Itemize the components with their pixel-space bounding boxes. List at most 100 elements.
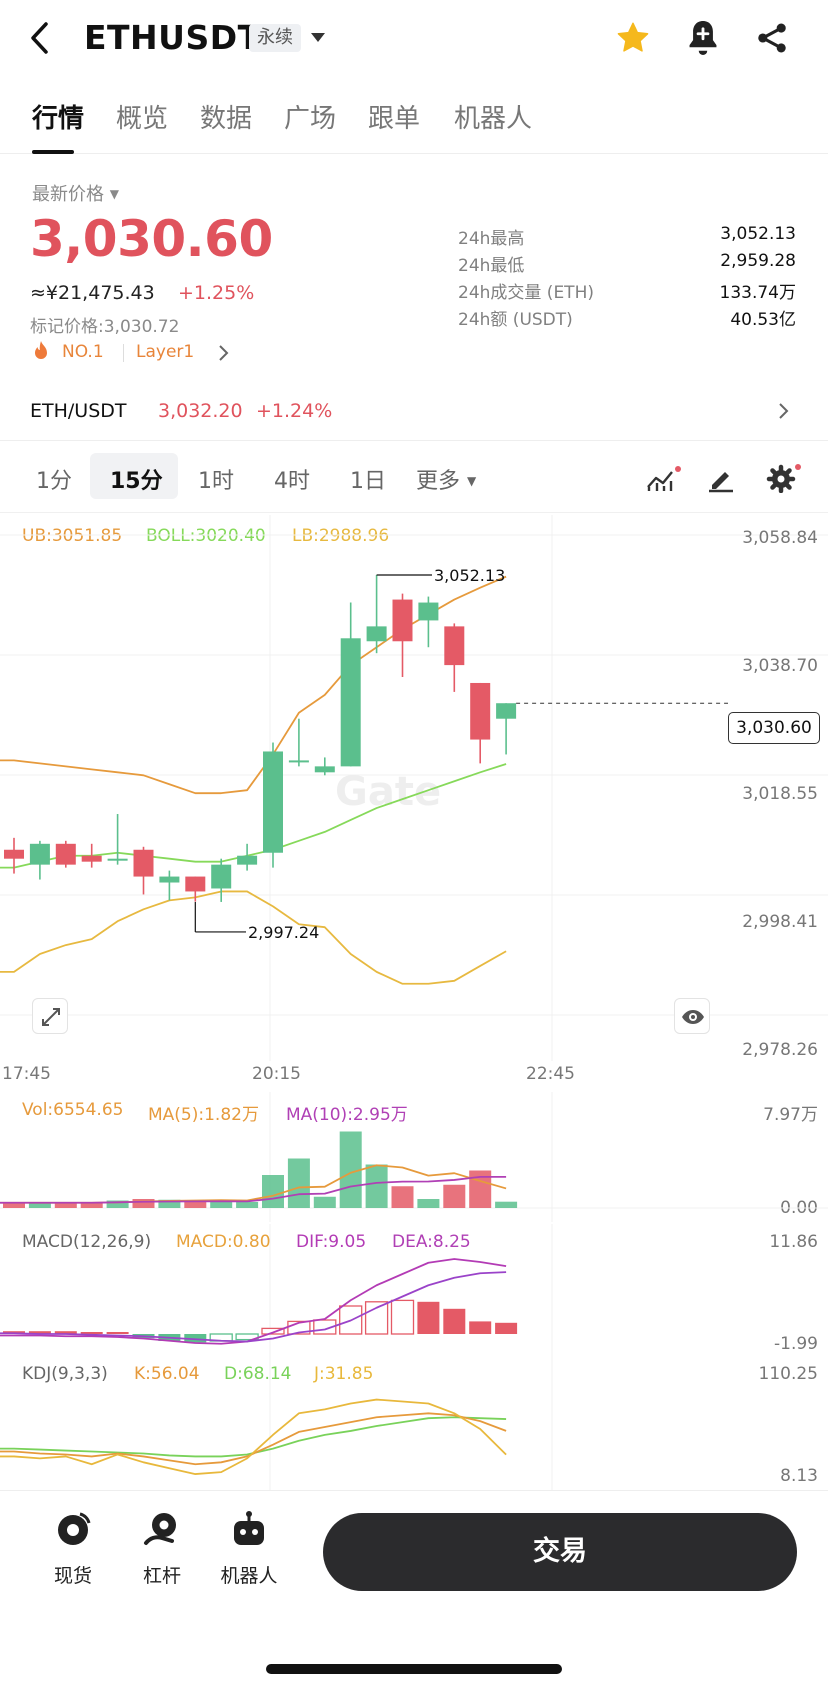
pair-title[interactable]: ETHUSDT xyxy=(84,18,261,57)
candle-body xyxy=(55,843,76,865)
indicator-icon[interactable] xyxy=(645,465,681,493)
candle-body xyxy=(418,602,439,621)
high-marker-label: 3,052.13 xyxy=(434,566,505,585)
interval-1m[interactable]: 1分 xyxy=(36,469,72,494)
candle-body xyxy=(366,626,387,642)
x-tick-3: 22:45 xyxy=(526,1064,575,1084)
candles xyxy=(4,574,517,902)
volume-bar xyxy=(210,1201,233,1208)
bell-plus-icon[interactable] xyxy=(686,18,720,58)
boll-lower-line xyxy=(0,890,507,985)
nav-spot-label: 现货 xyxy=(53,1565,92,1587)
fire-icon xyxy=(35,341,47,359)
interval-4h[interactable]: 4时 xyxy=(274,469,310,494)
tab-bar: 行情 概览 数据 广场 跟单 机器人 xyxy=(0,90,828,154)
tab-market[interactable]: 行情 xyxy=(32,104,85,134)
kdj-j-line xyxy=(0,1398,507,1475)
macd-histogram-bar xyxy=(417,1301,440,1334)
low-marker-label: 2,997.24 xyxy=(248,923,319,942)
interval-1h[interactable]: 1时 xyxy=(198,469,234,494)
settings-icon[interactable] xyxy=(766,463,802,493)
macd-histogram-bar xyxy=(443,1308,466,1334)
draw-icon[interactable] xyxy=(706,465,736,493)
price-change: +1.25% xyxy=(178,282,255,304)
nav-spot[interactable]: 现货 xyxy=(33,1509,113,1588)
vol-ma10-line xyxy=(0,1175,507,1204)
tag-divider xyxy=(123,344,124,362)
stat-turnover-value: 40.53亿 xyxy=(730,310,796,330)
y-tick-4: 2,998.41 xyxy=(742,912,818,932)
chevron-right-icon[interactable] xyxy=(216,344,230,362)
nav-robot[interactable]: 机器人 xyxy=(209,1509,289,1588)
margin-icon xyxy=(144,1513,176,1545)
interval-1d[interactable]: 1日 xyxy=(350,469,386,494)
share-icon[interactable] xyxy=(755,20,789,56)
volume-bar xyxy=(3,1202,25,1208)
y-tick-1: 3,058.84 xyxy=(742,528,818,548)
volume-bar xyxy=(313,1196,336,1208)
macd-chart xyxy=(0,1224,553,1356)
candle-body xyxy=(211,864,232,889)
interval-15m[interactable]: 15分 xyxy=(110,469,163,494)
volume-bar xyxy=(54,1202,77,1208)
macd-histogram-bar xyxy=(28,1331,51,1334)
stat-turnover-label: 24h额 (USDT) xyxy=(458,310,573,330)
rank-tag[interactable]: NO.1 xyxy=(62,342,104,362)
candle-body xyxy=(237,855,258,865)
eye-icon xyxy=(682,1010,704,1024)
chevron-right-icon xyxy=(779,403,789,419)
active-interval-bg xyxy=(90,453,178,499)
macd-histogram-bar xyxy=(364,1301,389,1335)
dropdown-icon[interactable] xyxy=(310,32,326,44)
price-markers: 3,052.13 2,997.24 xyxy=(194,566,728,942)
volume-bar xyxy=(417,1199,440,1208)
sector-tag[interactable]: Layer1 xyxy=(136,342,195,362)
spot-link-row[interactable]: ETH/USDT 3,032.20 +1.24% xyxy=(0,382,828,442)
macd-y-max: 11.86 xyxy=(769,1232,818,1252)
trade-button[interactable]: 交易 xyxy=(323,1513,797,1591)
macd-histogram-bar xyxy=(469,1321,492,1334)
candlestick-chart[interactable]: Gate 3,052.132,997.24 xyxy=(0,515,828,1061)
last-price-tag[interactable]: 3,030.60 xyxy=(728,712,820,744)
interval-more[interactable]: 更多 ▼ xyxy=(416,469,477,494)
volume-bar xyxy=(158,1199,181,1208)
last-price-label[interactable]: 最新价格 ▼ xyxy=(32,184,119,205)
candle-body xyxy=(81,855,102,862)
star-icon[interactable] xyxy=(614,20,652,56)
home-indicator[interactable] xyxy=(266,1664,562,1674)
visibility-button[interactable] xyxy=(674,998,710,1034)
tab-copy-trading[interactable]: 跟单 xyxy=(368,104,421,134)
vol-ma10-legend: MA(10):2.95万 xyxy=(286,1105,408,1125)
kdj-j-legend: J:31.85 xyxy=(314,1364,374,1384)
active-tab-underline xyxy=(32,150,74,154)
volume-bar xyxy=(391,1186,414,1208)
nav-margin-label: 杠杆 xyxy=(142,1565,181,1587)
tab-overview[interactable]: 概览 xyxy=(116,104,169,134)
candle-body xyxy=(4,849,24,859)
volume-bar xyxy=(365,1164,388,1208)
candle-body xyxy=(288,760,309,763)
candle-body xyxy=(29,843,50,865)
nav-robot-label: 机器人 xyxy=(220,1565,278,1587)
vol-ma5-legend: MA(5):1.82万 xyxy=(148,1105,259,1125)
back-icon[interactable] xyxy=(26,20,54,56)
dif-legend: DIF:9.05 xyxy=(296,1232,367,1252)
macd-histogram-bar xyxy=(54,1331,77,1334)
volume-bar xyxy=(132,1199,155,1208)
volume-bar xyxy=(106,1200,129,1208)
stat-volume-label: 24h成交量 (ETH) xyxy=(458,283,594,303)
volume-bar xyxy=(287,1158,310,1208)
robot-icon xyxy=(234,1511,264,1545)
nav-margin[interactable]: 杠杆 xyxy=(122,1509,202,1588)
stat-low-value: 2,959.28 xyxy=(720,251,796,271)
y-tick-2: 3,038.70 xyxy=(742,656,818,676)
interval-bar: 1分 15分 1时 4时 1日 更多 ▼ xyxy=(0,443,828,513)
tab-data[interactable]: 数据 xyxy=(200,104,253,134)
tab-square[interactable]: 广场 xyxy=(284,104,337,134)
volume-bar xyxy=(80,1202,103,1208)
fullscreen-button[interactable] xyxy=(32,998,68,1034)
macd-histogram-bar xyxy=(80,1332,103,1334)
tab-bots[interactable]: 机器人 xyxy=(454,104,533,134)
candle-body xyxy=(314,766,335,773)
caret-down-icon: ▼ xyxy=(467,474,477,488)
